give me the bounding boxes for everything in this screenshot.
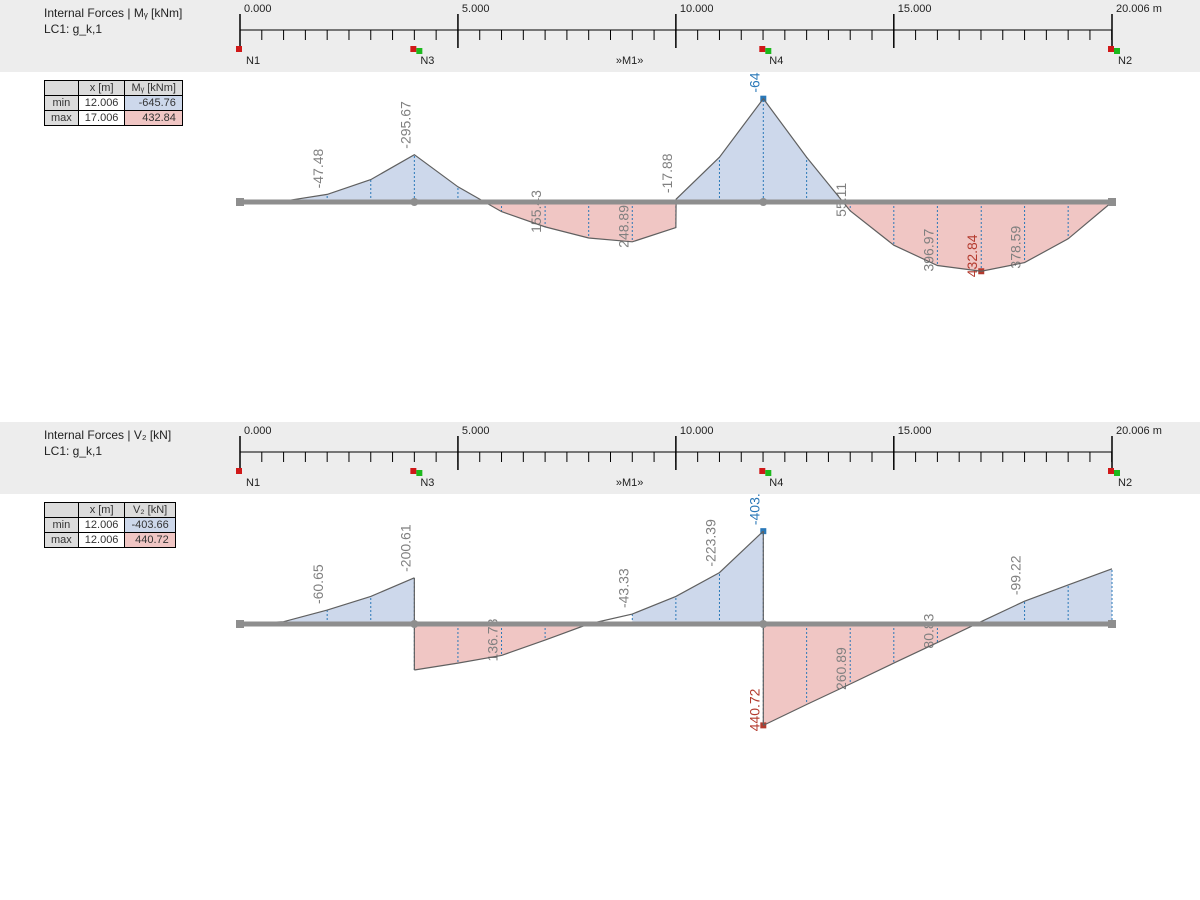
moment-header: Internal Forces | Mᵧ [kNm] LC1: g_k,1 0.… [0, 0, 1200, 72]
svg-text:378.59: 378.59 [1008, 226, 1024, 269]
svg-text:-295.67: -295.67 [397, 101, 413, 149]
svg-text:80.83: 80.83 [920, 613, 936, 648]
shear-diagram-section: Internal Forces | V₂ [kN] LC1: g_k,1 0.0… [0, 422, 1200, 844]
min-v: -645.76 [125, 96, 182, 111]
svg-text:20.006 m: 20.006 m [1116, 3, 1162, 15]
svg-text:-47.48: -47.48 [310, 148, 326, 188]
max-v: 432.84 [125, 111, 182, 126]
svg-text:10.000: 10.000 [680, 425, 714, 437]
col-x: x [m] [78, 503, 125, 518]
shear-chart: -60.65-200.61136.73-43.33-223.39-403.664… [0, 494, 1200, 844]
shear-ruler: 0.000 5.000 10.000 15.000 20.006 m N1 N3 N4 N2 »M… [0, 422, 1200, 494]
moment-summary-table: x [m] Mᵧ [kNm] min 12.006 -645.76 max 17… [44, 80, 183, 126]
svg-text:-223.39: -223.39 [702, 519, 718, 567]
svg-text:155.43: 155.43 [528, 190, 544, 233]
svg-text:15.000: 15.000 [898, 425, 932, 437]
row-max: max [45, 111, 79, 126]
svg-text:5.000: 5.000 [462, 3, 490, 15]
col-vz: V₂ [kN] [125, 503, 175, 518]
col-x: x [m] [78, 81, 125, 96]
svg-text:N1: N1 [246, 477, 260, 489]
svg-text:15.000: 15.000 [898, 3, 932, 15]
shear-summary-table: x [m] V₂ [kN] min 12.006 -403.66 max 12.… [44, 502, 176, 548]
svg-text:N4: N4 [769, 55, 783, 67]
svg-text:N3: N3 [420, 55, 434, 67]
svg-text:396.97: 396.97 [920, 228, 936, 271]
max-x: 12.006 [78, 533, 125, 548]
svg-text:5.000: 5.000 [462, 425, 490, 437]
row-min: min [45, 96, 79, 111]
moment-ruler: 0.000 5.000 10.000 15.000 20.006 m N1 N3 N4 N2 »M… [0, 0, 1200, 72]
svg-text:-17.88: -17.88 [659, 153, 675, 193]
svg-text:-99.22: -99.22 [1008, 555, 1024, 595]
svg-text:»M1»: »M1» [616, 55, 644, 67]
svg-text:-403.66: -403.66 [746, 494, 762, 525]
svg-text:-43.33: -43.33 [615, 568, 631, 608]
svg-text:N4: N4 [769, 477, 783, 489]
max-x: 17.006 [78, 111, 125, 126]
svg-text:20.006 m: 20.006 m [1116, 425, 1162, 437]
table-corner [45, 81, 79, 96]
moment-diagram-section: Internal Forces | Mᵧ [kNm] LC1: g_k,1 0.… [0, 0, 1200, 412]
svg-text:260.89: 260.89 [833, 647, 849, 690]
min-x: 12.006 [78, 518, 125, 533]
min-v: -403.66 [125, 518, 175, 533]
svg-text:0.000: 0.000 [244, 425, 272, 437]
shear-header: Internal Forces | V₂ [kN] LC1: g_k,1 0.0… [0, 422, 1200, 494]
table-corner [45, 503, 79, 518]
svg-text:-645.76: -645.76 [746, 72, 762, 93]
row-min: min [45, 518, 79, 533]
svg-text:N2: N2 [1118, 477, 1132, 489]
svg-text:0.000: 0.000 [244, 3, 272, 15]
col-my: Mᵧ [kNm] [125, 81, 182, 96]
svg-text:N1: N1 [246, 55, 260, 67]
svg-text:N3: N3 [420, 477, 434, 489]
svg-text:440.72: 440.72 [746, 688, 762, 731]
svg-text:»M1»: »M1» [616, 477, 644, 489]
min-x: 12.006 [78, 96, 125, 111]
svg-text:-60.65: -60.65 [310, 564, 326, 604]
max-v: 440.72 [125, 533, 175, 548]
svg-text:-200.61: -200.61 [397, 524, 413, 572]
row-max: max [45, 533, 79, 548]
svg-text:10.000: 10.000 [680, 3, 714, 15]
svg-text:N2: N2 [1118, 55, 1132, 67]
